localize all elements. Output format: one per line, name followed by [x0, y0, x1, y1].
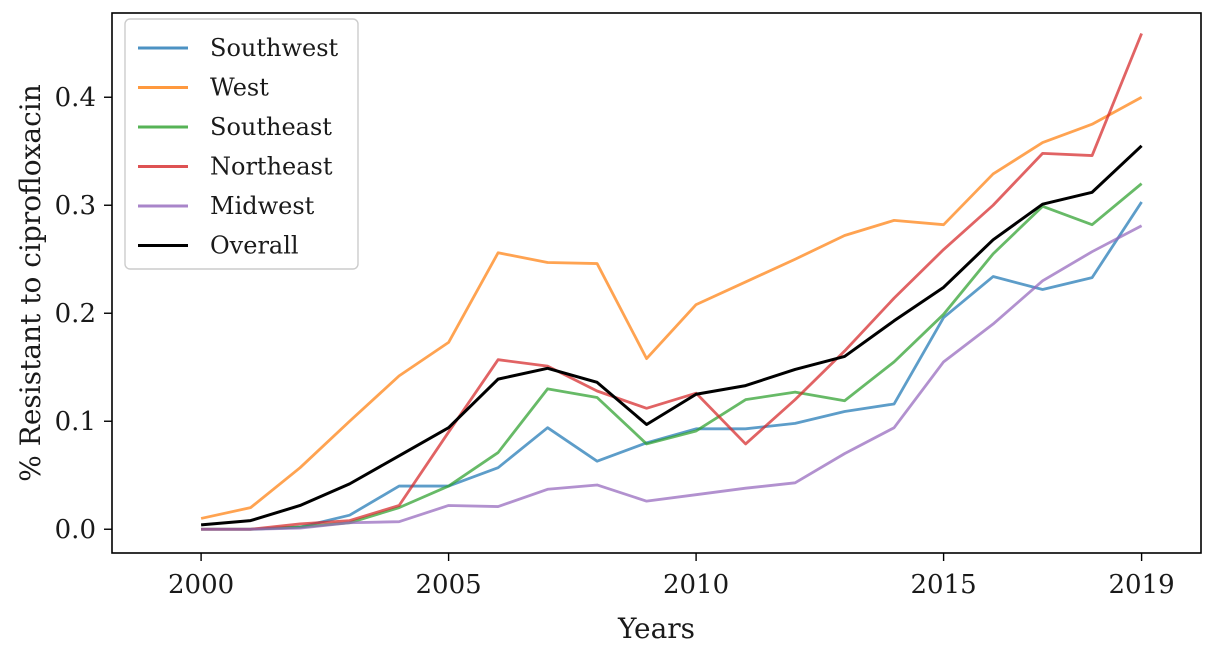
series-line-southwest	[201, 201, 1143, 531]
x-tick-label: 2005	[416, 570, 482, 600]
legend-label-overall: Overall	[210, 232, 299, 260]
x-tick-label: 2019	[1109, 570, 1175, 600]
legend-label-northeast: Northeast	[210, 153, 333, 181]
series-line-southeast	[201, 182, 1143, 531]
y-tick-label: 0.4	[55, 83, 96, 113]
y-axis-label: % Resistant to ciprofloxacin	[14, 84, 47, 481]
series-line-northeast	[201, 32, 1143, 531]
series-line-midwest	[201, 224, 1143, 531]
legend-label-west: West	[210, 74, 269, 102]
x-tick-label: 2010	[663, 570, 729, 600]
series-line-west	[200, 96, 1143, 520]
ticks-layer: 2000 2005 2010 2015 2019 0.0 0.1 0.2 0.3 0.4	[55, 83, 1175, 600]
legend-label-midwest: Midwest	[210, 192, 315, 220]
y-tick-label: 0.2	[55, 299, 96, 329]
legend-label-southeast: Southeast	[210, 113, 332, 141]
series-layer	[200, 32, 1143, 531]
series-line-overall	[200, 144, 1143, 527]
y-tick-label: 0.0	[55, 515, 96, 545]
y-tick-label: 0.3	[55, 191, 96, 221]
legend-label-southwest: Southwest	[210, 34, 339, 62]
legend: Southwest West Southeast Northeast Midwest Ov…	[124, 18, 359, 270]
y-tick-label: 0.1	[55, 407, 96, 437]
x-tick-label: 2000	[168, 570, 234, 600]
x-axis-label: Years	[617, 612, 695, 645]
plot-frame	[111, 12, 1202, 554]
x-tick-label: 2015	[911, 570, 977, 600]
